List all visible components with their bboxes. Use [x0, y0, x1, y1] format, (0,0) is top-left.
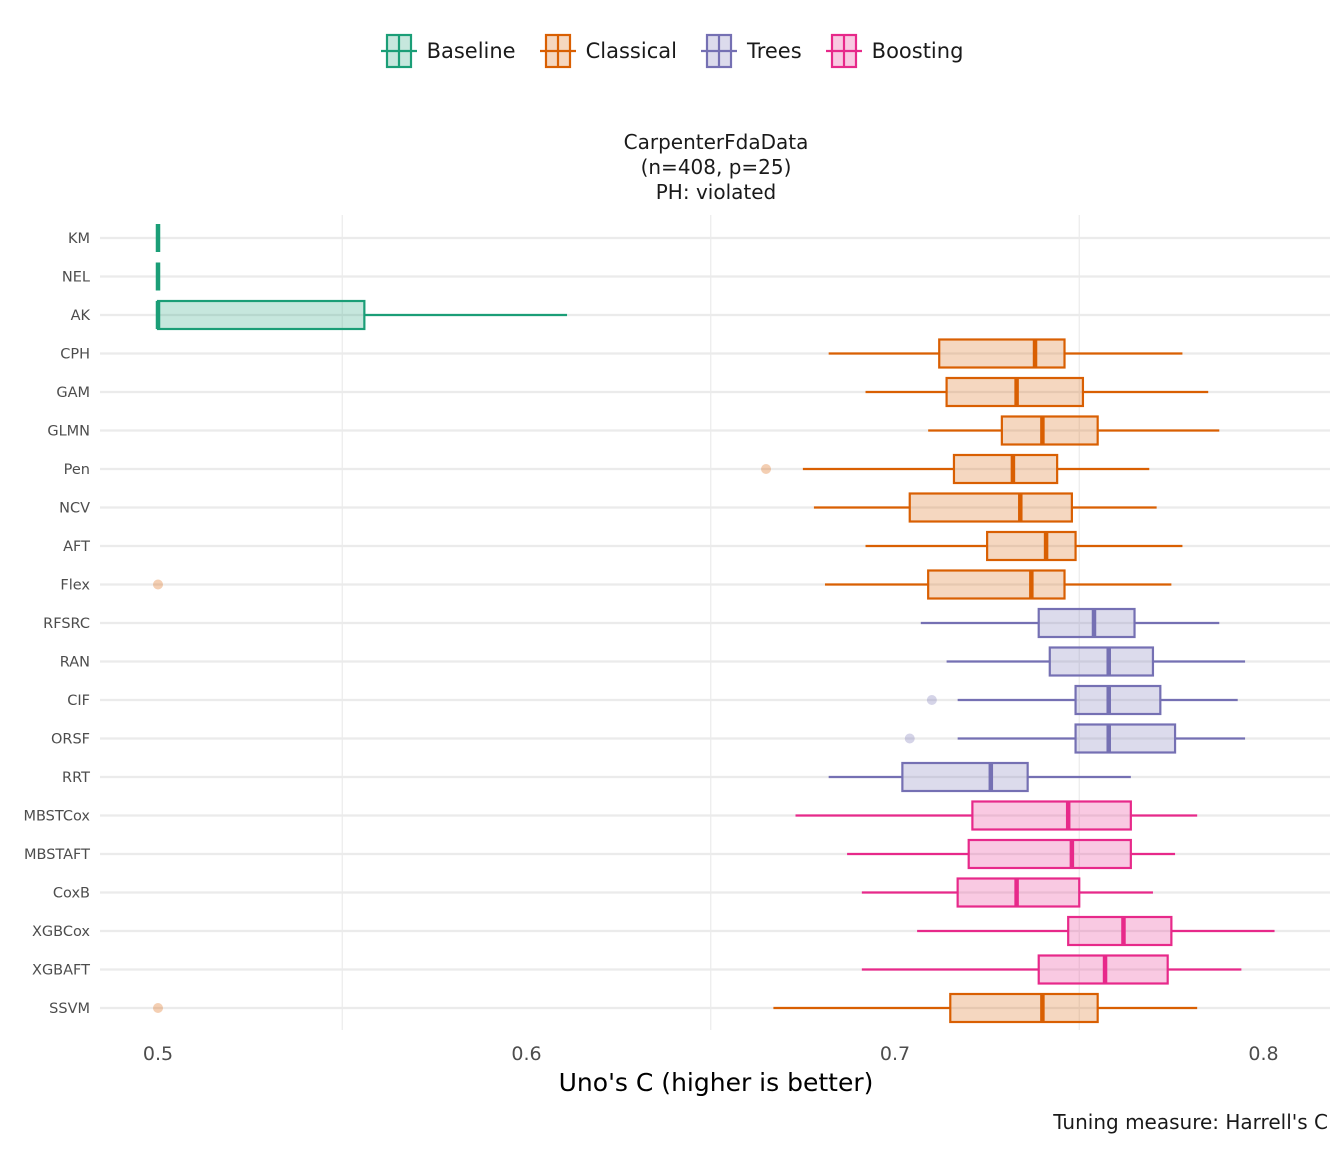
y-tick-label: XGBCox	[32, 924, 90, 940]
box-MBSTCox	[971, 800, 1132, 831]
title-line-2: (n=408, p=25)	[640, 155, 792, 179]
box-Flex	[927, 569, 1066, 600]
legend-item-classical: Classical	[539, 32, 677, 70]
y-tick-label: XGBAFT	[32, 963, 90, 979]
legend-key-icon	[380, 33, 417, 69]
box-MBSTAFT	[967, 838, 1132, 870]
legend-key-icon	[825, 33, 862, 69]
legend-key-icon	[700, 33, 737, 69]
title-line-3: PH: violated	[655, 180, 777, 204]
legend-item-trees: Trees	[700, 32, 802, 70]
legend-label: Boosting	[871, 39, 964, 63]
y-tick-label: NEL	[62, 270, 90, 286]
y-tick-label: RRT	[62, 770, 90, 786]
y-tick-label: GLMN	[47, 424, 90, 440]
x-tick-label: 0.8	[1248, 1043, 1278, 1065]
y-tick-label: RAN	[60, 655, 90, 671]
box-GLMN	[1000, 415, 1099, 446]
box-ORSF	[1074, 723, 1177, 754]
chart-title: CarpenterFdaData (n=408, p=25) PH: viola…	[100, 130, 1332, 205]
y-tick-label: CPH	[60, 347, 90, 363]
legend-item-baseline: Baseline	[380, 32, 516, 70]
box-RFSRC	[1037, 607, 1136, 639]
x-tick-label: 0.6	[511, 1043, 541, 1065]
x-tick-label: 0.7	[880, 1043, 910, 1065]
y-tick-label: SSVM	[49, 1001, 90, 1017]
y-tick-label: GAM	[56, 385, 90, 401]
box-RRT	[901, 761, 1029, 793]
box-AFT	[986, 530, 1077, 562]
y-tick-label: CoxB	[53, 886, 90, 902]
y-tick-label: Pen	[64, 462, 90, 478]
legend: Baseline Classical Trees Boosting	[0, 32, 1344, 70]
box-SSVM	[949, 992, 1099, 1024]
legend-label: Baseline	[426, 39, 516, 63]
box-CIF	[1074, 684, 1162, 716]
y-tick-label: AK	[71, 308, 91, 324]
legend-label: Trees	[746, 39, 802, 63]
box-XGBCox	[1067, 915, 1173, 947]
y-tick-label: CIF	[67, 693, 90, 709]
title-line-1: CarpenterFdaData	[623, 130, 809, 154]
box-NCV	[908, 492, 1073, 523]
outlier-point	[904, 733, 915, 744]
y-tick-label: KM	[68, 231, 90, 247]
legend-item-boosting: Boosting	[825, 32, 964, 70]
y-tick-label: ORSF	[51, 732, 90, 748]
caption: Tuning measure: Harrell's C	[1053, 1110, 1328, 1134]
box-RAN	[1048, 646, 1155, 677]
y-tick-label: MBSTCox	[23, 809, 90, 825]
y-tick-label: AFT	[63, 539, 90, 555]
outlier-point	[761, 464, 772, 474]
y-tick-label: MBSTAFT	[24, 847, 90, 863]
y-tick-label: RFSRC	[43, 616, 90, 632]
box-Pen	[952, 453, 1059, 485]
outlier-point	[153, 1003, 163, 1013]
outlier-point	[153, 579, 163, 590]
y-tick-label: NCV	[59, 501, 90, 517]
legend-key-icon	[539, 33, 576, 69]
box-AK	[156, 299, 366, 331]
legend-label: Classical	[585, 39, 677, 63]
box-CPH	[938, 338, 1066, 369]
x-tick-label: 0.5	[143, 1043, 173, 1065]
outlier-point	[926, 695, 937, 705]
y-tick-label: Flex	[60, 578, 90, 594]
x-axis-label: Uno's C (higher is better)	[558, 1068, 874, 1097]
